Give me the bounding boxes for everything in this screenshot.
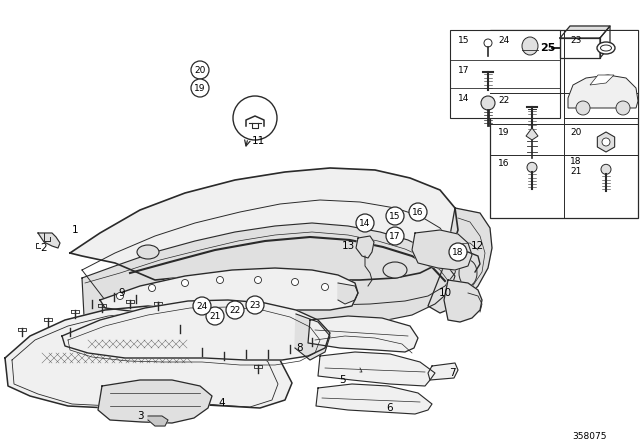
- Circle shape: [409, 203, 427, 221]
- Circle shape: [616, 101, 630, 115]
- Circle shape: [206, 307, 224, 325]
- Ellipse shape: [600, 45, 611, 51]
- Polygon shape: [428, 363, 458, 380]
- Circle shape: [449, 243, 467, 261]
- Text: 24: 24: [196, 302, 207, 310]
- Text: 19: 19: [498, 128, 509, 137]
- Ellipse shape: [459, 260, 477, 286]
- Circle shape: [484, 39, 492, 47]
- Text: 21: 21: [570, 167, 581, 176]
- Ellipse shape: [137, 245, 159, 259]
- Polygon shape: [560, 26, 610, 38]
- Text: 17: 17: [458, 65, 470, 74]
- Text: 20: 20: [195, 65, 205, 74]
- Circle shape: [321, 284, 328, 290]
- Circle shape: [602, 138, 610, 146]
- Text: 5: 5: [339, 375, 346, 385]
- Circle shape: [386, 207, 404, 225]
- Polygon shape: [38, 233, 60, 248]
- Polygon shape: [444, 280, 482, 322]
- Polygon shape: [148, 416, 168, 426]
- Circle shape: [601, 164, 611, 174]
- Polygon shape: [568, 75, 638, 108]
- Text: 358075: 358075: [573, 431, 607, 440]
- Polygon shape: [526, 128, 538, 140]
- Text: 16: 16: [412, 207, 424, 216]
- FancyBboxPatch shape: [450, 30, 560, 118]
- Circle shape: [148, 284, 156, 292]
- Circle shape: [291, 279, 298, 285]
- Text: 20: 20: [570, 128, 581, 137]
- Ellipse shape: [383, 262, 407, 278]
- Text: 24: 24: [498, 35, 509, 44]
- Text: 2: 2: [41, 243, 47, 253]
- Circle shape: [182, 280, 189, 287]
- Polygon shape: [356, 236, 374, 258]
- Polygon shape: [560, 38, 600, 58]
- Text: 21: 21: [209, 311, 221, 320]
- Polygon shape: [82, 223, 455, 328]
- Polygon shape: [316, 384, 432, 414]
- Polygon shape: [62, 300, 330, 360]
- Text: 9: 9: [118, 288, 125, 298]
- Polygon shape: [5, 306, 292, 408]
- Text: 18: 18: [452, 247, 464, 257]
- Circle shape: [116, 293, 124, 300]
- Polygon shape: [308, 316, 418, 352]
- Circle shape: [386, 227, 404, 245]
- Ellipse shape: [522, 37, 538, 55]
- Text: 10: 10: [438, 288, 452, 298]
- Polygon shape: [318, 352, 435, 386]
- Circle shape: [193, 297, 211, 315]
- Polygon shape: [70, 168, 458, 280]
- Circle shape: [233, 96, 277, 140]
- Ellipse shape: [597, 42, 615, 54]
- Polygon shape: [428, 208, 492, 313]
- FancyBboxPatch shape: [490, 30, 638, 218]
- Polygon shape: [412, 230, 472, 270]
- Polygon shape: [590, 75, 614, 85]
- Text: 14: 14: [458, 94, 469, 103]
- Text: 16: 16: [498, 159, 509, 168]
- Text: 23: 23: [250, 301, 260, 310]
- Circle shape: [356, 214, 374, 232]
- Text: 22: 22: [498, 96, 509, 105]
- Circle shape: [191, 79, 209, 97]
- Circle shape: [527, 162, 537, 172]
- Text: 8: 8: [297, 343, 303, 353]
- Polygon shape: [600, 26, 610, 58]
- Circle shape: [576, 101, 590, 115]
- Polygon shape: [295, 314, 330, 360]
- Text: 13: 13: [341, 241, 355, 251]
- Text: 6: 6: [387, 403, 394, 413]
- Text: 11: 11: [252, 136, 264, 146]
- Text: 22: 22: [229, 306, 241, 314]
- Circle shape: [216, 276, 223, 284]
- Text: 12: 12: [470, 241, 484, 251]
- Circle shape: [246, 296, 264, 314]
- Circle shape: [481, 96, 495, 110]
- Text: 7: 7: [449, 368, 455, 378]
- Text: 23: 23: [570, 35, 581, 44]
- Text: 17: 17: [389, 232, 401, 241]
- Text: 19: 19: [195, 83, 205, 92]
- Polygon shape: [100, 268, 358, 312]
- Polygon shape: [338, 283, 358, 304]
- Text: 3: 3: [137, 411, 143, 421]
- Circle shape: [191, 61, 209, 79]
- Text: 1: 1: [72, 225, 78, 235]
- Polygon shape: [362, 263, 370, 273]
- Circle shape: [226, 301, 244, 319]
- Text: 14: 14: [359, 219, 371, 228]
- Text: 15: 15: [458, 35, 470, 44]
- Text: 25: 25: [540, 43, 556, 53]
- Text: 18: 18: [570, 157, 582, 166]
- FancyBboxPatch shape: [564, 30, 638, 118]
- Circle shape: [255, 276, 262, 284]
- Polygon shape: [98, 380, 212, 423]
- Text: 4: 4: [219, 398, 225, 408]
- Text: 15: 15: [389, 211, 401, 220]
